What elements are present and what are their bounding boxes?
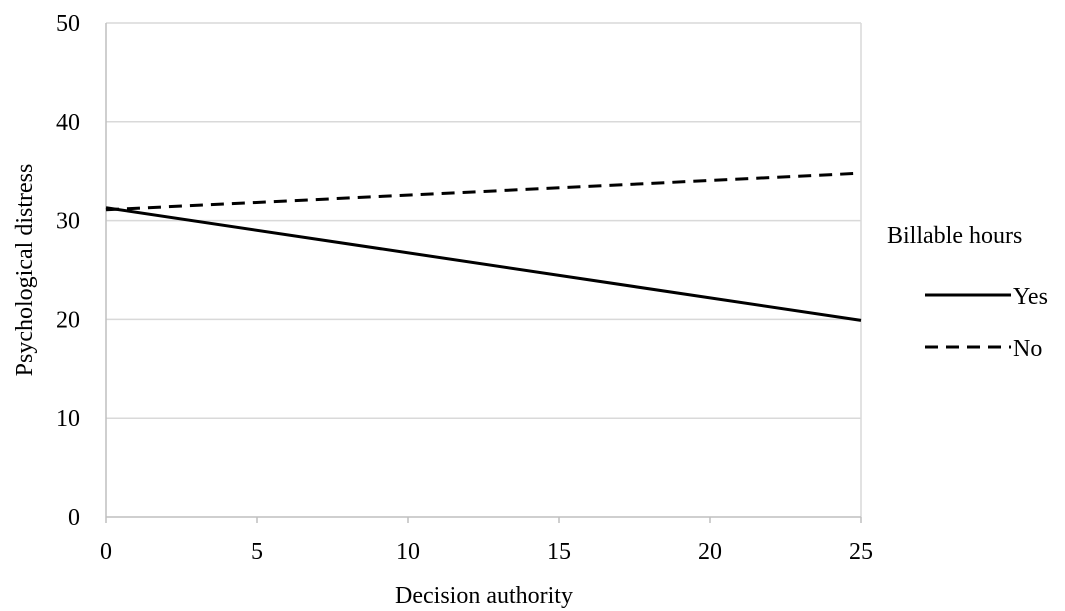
x-tick-label-15: 15 <box>547 539 571 565</box>
series-line-no <box>105 171 862 212</box>
x-tick-label-10: 10 <box>396 539 420 565</box>
axes <box>105 23 862 523</box>
legend-title: Billable hours <box>887 223 1022 249</box>
x-tick-label-5: 5 <box>251 539 263 565</box>
y-tick-label-0: 0 <box>68 505 80 531</box>
y-tick-label-50: 50 <box>56 11 80 37</box>
series-lines <box>105 171 862 322</box>
x-axis-title: Decision authority <box>395 583 573 609</box>
x-tick-labels: 0 5 10 15 20 25 <box>100 539 873 565</box>
series-line-yes <box>105 206 862 322</box>
x-tick-label-25: 25 <box>849 539 873 565</box>
legend-label-yes: Yes <box>1013 284 1048 310</box>
y-tick-label-20: 20 <box>56 307 80 333</box>
x-tick-label-0: 0 <box>100 539 112 565</box>
y-tick-label-40: 40 <box>56 110 80 136</box>
legend-items: Yes No <box>925 284 1048 362</box>
x-tick-label-20: 20 <box>698 539 722 565</box>
gridlines <box>106 22 861 419</box>
y-tick-label-10: 10 <box>56 406 80 432</box>
y-tick-labels: 0 10 20 30 40 50 <box>56 11 80 531</box>
legend-label-no: No <box>1013 336 1042 362</box>
legend: Billable hours Yes No <box>887 223 1048 362</box>
y-tick-label-30: 30 <box>56 209 80 235</box>
y-axis-title: Psychological distress <box>12 164 38 377</box>
